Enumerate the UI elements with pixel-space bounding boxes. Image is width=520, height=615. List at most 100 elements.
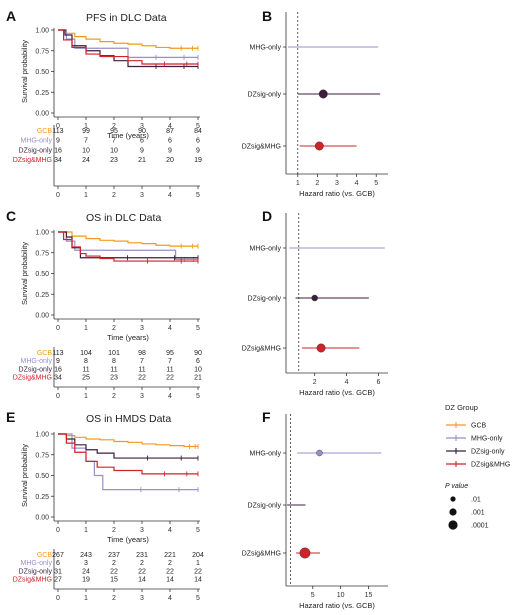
risk-cell: 25 xyxy=(82,375,90,382)
risk-cell: 104 xyxy=(80,350,92,357)
risk-cell: 20 xyxy=(166,157,174,164)
y-tick-label: 1.00 xyxy=(35,432,49,439)
risk-cell: 15 xyxy=(110,577,118,584)
km-curve-gcb xyxy=(58,231,198,247)
y-tick-label: 0.25 xyxy=(35,494,49,501)
risk-row-label: DZsig-only xyxy=(19,568,53,575)
risk-x-tick-label: 1 xyxy=(84,192,88,199)
risk-cell: 7 xyxy=(168,358,172,365)
risk-cell: 11 xyxy=(166,366,173,373)
x-tick-label: 1 xyxy=(84,123,88,130)
risk-row-label: GCB xyxy=(37,552,53,559)
legend-item: GCB xyxy=(446,422,487,430)
legend-label: DZsig&MHG xyxy=(471,462,510,469)
x-tick-label: 0 xyxy=(56,325,60,332)
panel-letter-b: B xyxy=(262,8,272,24)
y-tick-label: 1.00 xyxy=(35,28,49,35)
risk-cell: 221 xyxy=(164,552,176,559)
x-tick-label: 15 xyxy=(365,592,373,599)
row-label: MHG-only xyxy=(249,451,281,458)
x-tick-label: 4 xyxy=(355,180,359,187)
panel-letter-c: C xyxy=(6,208,16,224)
hazard-point xyxy=(314,141,324,151)
risk-cell: 95 xyxy=(166,350,174,357)
risk-cell: 98 xyxy=(138,350,146,357)
y-axis-label: Survival probability xyxy=(20,40,29,103)
row-label: DZsig&MHG xyxy=(242,346,281,353)
risk-cell: 113 xyxy=(52,350,63,357)
panel-letter-a: A xyxy=(6,8,16,24)
hazard-point xyxy=(316,343,326,353)
row-label: DZsig&MHG xyxy=(242,551,281,558)
risk-cell: 113 xyxy=(52,128,63,135)
risk-x-tick-label: 3 xyxy=(140,192,144,199)
y-tick-label: 0.50 xyxy=(35,271,49,278)
risk-cell: 14 xyxy=(138,577,146,584)
risk-row-label: MHG-only xyxy=(20,138,52,145)
km-title-a: PFS in DLC Data xyxy=(86,12,167,24)
y-tick-label: 0.50 xyxy=(35,473,49,480)
x-axis-label: Time (years) xyxy=(107,535,149,544)
x-axis-label: Time (years) xyxy=(107,131,149,140)
risk-cell: 22 xyxy=(194,568,202,575)
risk-cell: 237 xyxy=(108,552,120,559)
pvalue-legend-dot xyxy=(449,508,457,516)
x-tick-label: 4 xyxy=(168,123,172,130)
risk-x-tick-label: 5 xyxy=(196,595,200,602)
risk-cell: 6 xyxy=(196,358,200,365)
row-label: MHG-only xyxy=(249,45,281,52)
risk-cell: 3 xyxy=(84,560,88,567)
panel-letter-d: D xyxy=(262,208,272,224)
hazard-point xyxy=(299,547,311,559)
km-curve-gcb xyxy=(58,433,198,448)
x-tick-label: 2 xyxy=(112,325,116,332)
pvalue-legend-title: P value xyxy=(445,483,468,490)
risk-row-label: DZsig&MHG xyxy=(13,375,52,382)
x-tick-label: 1 xyxy=(84,527,88,534)
y-tick-label: 0.75 xyxy=(35,48,49,55)
x-tick-label: 5 xyxy=(196,325,200,332)
y-tick-label: 0.75 xyxy=(35,452,49,459)
y-tick-label: 0.50 xyxy=(35,69,49,76)
x-tick-label: 4 xyxy=(168,325,172,332)
risk-cell: 231 xyxy=(136,552,148,559)
risk-x-tick-label: 1 xyxy=(84,393,88,400)
legend: DZ Group GCBMHG-onlyDZsig-onlyDZsig&MHG … xyxy=(445,403,510,530)
x-axis-label: Hazard ratio (vs. GCB) xyxy=(299,601,375,610)
risk-cell: 9 xyxy=(56,358,60,365)
x-tick-label: 3 xyxy=(140,325,144,332)
x-tick-label: 10 xyxy=(337,592,345,599)
risk-x-tick-label: 2 xyxy=(112,595,116,602)
km-curve-mhg-only xyxy=(58,29,198,58)
x-axis-label: Hazard ratio (vs. GCB) xyxy=(299,388,375,397)
pvalue-legend-dot xyxy=(450,496,456,502)
risk-cell: 2 xyxy=(112,560,116,567)
risk-row-label: DZsig-only xyxy=(19,147,53,154)
risk-cell: 6 xyxy=(140,138,144,145)
y-tick-label: 0.25 xyxy=(35,90,49,97)
risk-cell: 23 xyxy=(110,157,118,164)
risk-cell: 6 xyxy=(56,560,60,567)
legend-label: GCB xyxy=(471,423,487,430)
risk-cell: 10 xyxy=(194,366,202,373)
risk-cell: 23 xyxy=(110,375,118,382)
pvalue-legend-label: .0001 xyxy=(471,523,489,530)
risk-cell: 14 xyxy=(194,577,202,584)
x-tick-label: 3 xyxy=(140,123,144,130)
x-tick-label: 0 xyxy=(56,123,60,130)
x-axis-label: Time (years) xyxy=(107,333,149,342)
risk-cell: 16 xyxy=(54,366,62,373)
hazard-point xyxy=(318,89,328,99)
risk-x-tick-label: 4 xyxy=(168,393,172,400)
risk-cell: 95 xyxy=(110,128,118,135)
x-tick-label: 1 xyxy=(84,325,88,332)
risk-cell: 7 xyxy=(140,358,144,365)
x-tick-label: 3 xyxy=(140,527,144,534)
hazard-point xyxy=(311,294,318,302)
risk-row-label: DZsig&MHG xyxy=(13,577,52,584)
x-tick-label: 3 xyxy=(335,180,339,187)
risk-cell: 6 xyxy=(196,138,200,145)
